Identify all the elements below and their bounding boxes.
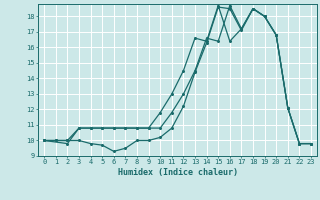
X-axis label: Humidex (Indice chaleur): Humidex (Indice chaleur): [118, 168, 238, 177]
